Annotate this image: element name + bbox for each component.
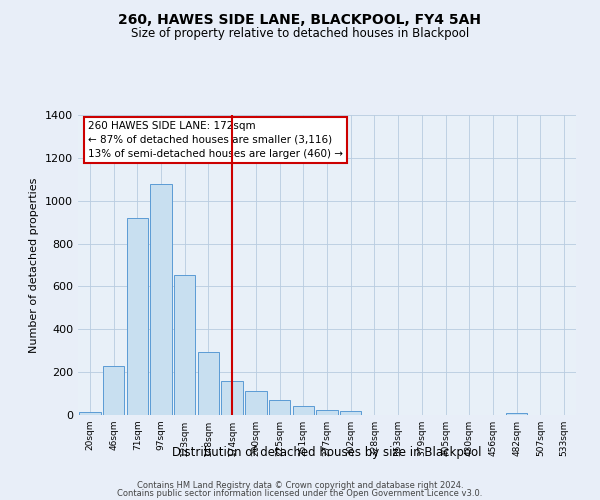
Text: Distribution of detached houses by size in Blackpool: Distribution of detached houses by size … xyxy=(172,446,482,459)
Bar xyxy=(506,413,527,415)
Bar xyxy=(245,392,266,415)
Bar xyxy=(174,274,196,415)
Bar xyxy=(103,366,124,415)
Bar xyxy=(221,380,243,415)
Bar xyxy=(269,400,290,415)
Y-axis label: Number of detached properties: Number of detached properties xyxy=(29,178,40,352)
Bar xyxy=(198,352,219,415)
Text: 260 HAWES SIDE LANE: 172sqm
← 87% of detached houses are smaller (3,116)
13% of : 260 HAWES SIDE LANE: 172sqm ← 87% of det… xyxy=(88,121,343,159)
Bar xyxy=(79,412,101,415)
Text: Contains public sector information licensed under the Open Government Licence v3: Contains public sector information licen… xyxy=(118,490,482,498)
Bar xyxy=(340,411,361,415)
Text: Size of property relative to detached houses in Blackpool: Size of property relative to detached ho… xyxy=(131,28,469,40)
Text: Contains HM Land Registry data © Crown copyright and database right 2024.: Contains HM Land Registry data © Crown c… xyxy=(137,480,463,490)
Bar xyxy=(316,410,338,415)
Bar xyxy=(151,184,172,415)
Text: 260, HAWES SIDE LANE, BLACKPOOL, FY4 5AH: 260, HAWES SIDE LANE, BLACKPOOL, FY4 5AH xyxy=(119,12,482,26)
Bar xyxy=(293,406,314,415)
Bar xyxy=(127,218,148,415)
